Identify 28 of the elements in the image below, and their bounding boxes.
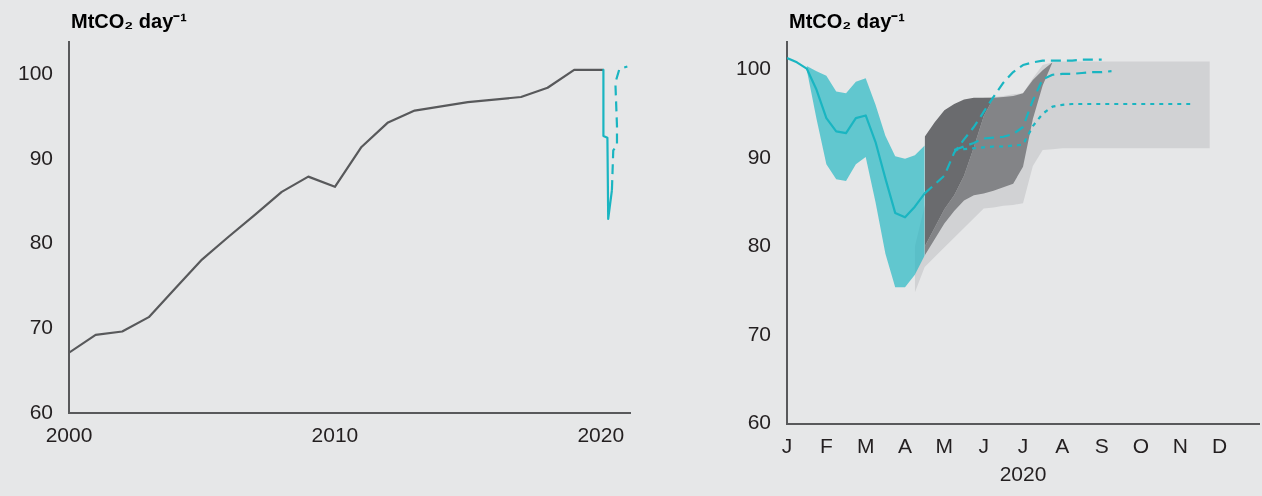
- x-axis-title: 2020: [999, 462, 1047, 486]
- x-tick-label: J: [978, 434, 989, 457]
- y-tick-label: 60: [747, 410, 772, 434]
- x-tick-label: D: [1212, 434, 1228, 457]
- x-tick-label: A: [898, 434, 913, 457]
- x-tick-label: J: [781, 434, 793, 457]
- y-tick-label: 80: [747, 233, 772, 257]
- x-tick-label: N: [1172, 434, 1188, 457]
- x-tick-label: M: [935, 434, 954, 457]
- y-axis-title: MtCO₂ day⁻¹: [71, 10, 188, 32]
- x-tick-label: S: [1094, 434, 1109, 457]
- y-tick-label: 60: [29, 399, 54, 423]
- y-tick-label: 80: [29, 230, 54, 254]
- x-tick-label: 2020: [577, 423, 625, 447]
- x-tick-label: O: [1132, 434, 1150, 457]
- y-tick-label: 70: [747, 321, 772, 345]
- y-tick-label: 100: [17, 60, 54, 84]
- y-tick-label: 70: [29, 314, 54, 338]
- x-tick-label: F: [819, 434, 833, 457]
- y-tick-label: 90: [29, 145, 54, 169]
- y-tick-label: 90: [747, 144, 772, 168]
- y-axis-title: MtCO₂ day⁻¹: [789, 10, 906, 32]
- x-tick-label: M: [856, 434, 875, 457]
- x-tick-label: 2000: [45, 423, 93, 447]
- x-tick-label: A: [1055, 434, 1070, 457]
- x-tick-label: 2010: [311, 423, 359, 447]
- y-tick-label: 100: [735, 56, 772, 80]
- x-tick-label: J: [1017, 434, 1029, 457]
